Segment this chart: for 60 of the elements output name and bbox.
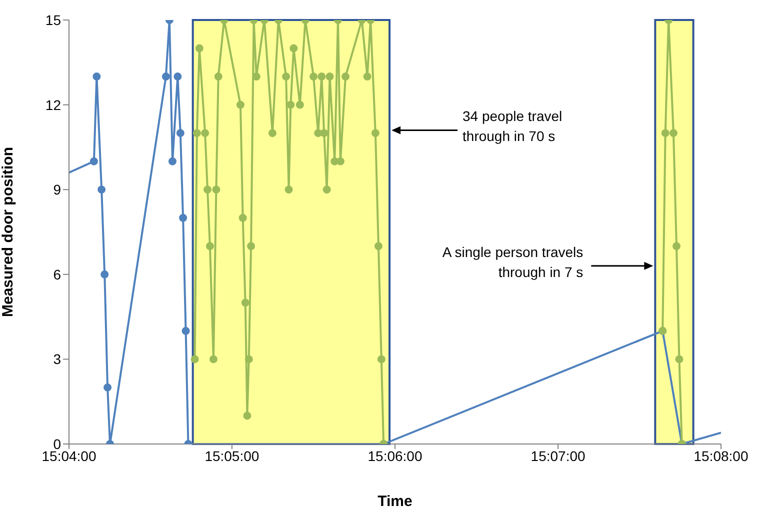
point <box>238 214 247 222</box>
y-tick-label: 15 <box>45 12 62 28</box>
y-tick-label: 12 <box>45 96 62 113</box>
point <box>675 355 684 364</box>
point <box>236 100 244 109</box>
point <box>374 242 382 250</box>
point <box>201 129 210 138</box>
point <box>310 72 318 81</box>
point <box>284 186 293 194</box>
annotation: 34 people travel through in 70 s <box>462 108 562 144</box>
point <box>322 186 331 194</box>
point <box>90 157 98 166</box>
point <box>363 72 372 81</box>
point <box>182 326 190 335</box>
y-tick-label: 3 <box>53 351 62 368</box>
point <box>290 44 298 52</box>
point <box>190 355 199 364</box>
point <box>98 186 106 194</box>
point <box>214 72 222 81</box>
point <box>206 242 214 250</box>
point <box>176 129 184 138</box>
x-tick-label: 15:05:00 <box>204 448 260 464</box>
point <box>241 298 250 307</box>
point <box>212 186 220 194</box>
point <box>286 100 295 109</box>
y-axis-title: Measured door position <box>0 146 16 318</box>
point <box>204 186 212 194</box>
point <box>296 100 304 109</box>
point <box>669 129 678 138</box>
annotation: A single person travels through in 7 s <box>442 244 584 280</box>
point <box>243 412 252 420</box>
point <box>282 72 290 81</box>
point <box>326 72 334 81</box>
point <box>377 355 386 364</box>
point <box>318 72 326 81</box>
point <box>247 242 256 250</box>
point <box>168 157 176 166</box>
point <box>192 129 201 138</box>
y-tick-label: 6 <box>53 266 62 282</box>
x-tick-label: 15:06:00 <box>368 448 422 464</box>
point <box>174 72 182 81</box>
point <box>104 383 112 392</box>
point <box>100 270 109 278</box>
y-tick-label: 0 <box>53 436 62 452</box>
x-tick-label: 15:07:00 <box>530 448 586 464</box>
point <box>179 214 188 222</box>
x-tick-label: 15:08:00 <box>694 448 748 464</box>
point <box>244 355 253 364</box>
x-axis-title: Time <box>378 493 412 508</box>
point <box>195 44 204 52</box>
point <box>342 72 350 81</box>
y-tick-label: 9 <box>53 182 62 198</box>
point <box>672 242 680 250</box>
point <box>320 129 328 138</box>
point <box>371 129 380 138</box>
point <box>268 129 276 138</box>
point <box>209 355 218 364</box>
point <box>92 72 101 81</box>
point <box>661 129 670 138</box>
point <box>162 72 170 81</box>
